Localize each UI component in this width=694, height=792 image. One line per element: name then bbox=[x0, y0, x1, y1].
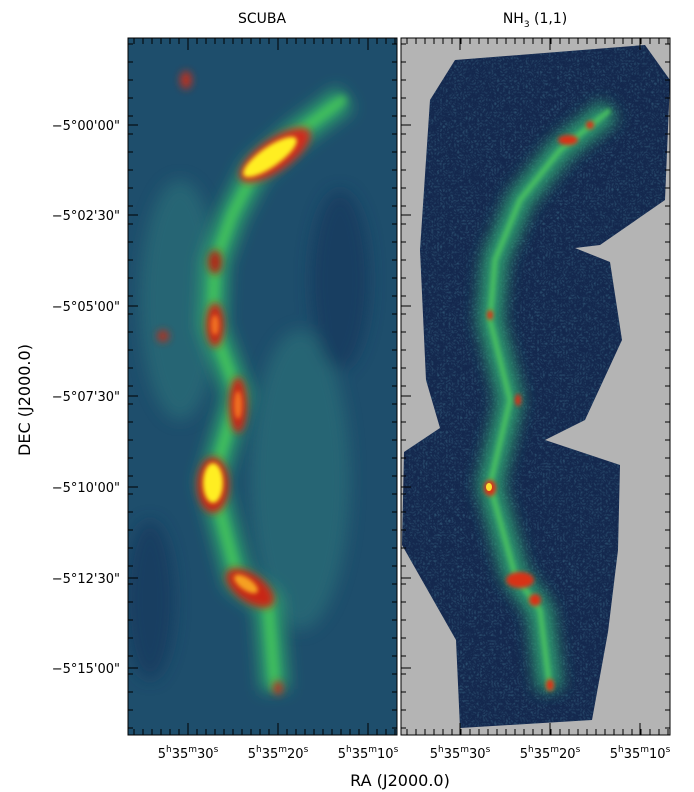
text-part: 20 bbox=[287, 747, 304, 762]
text-part: s bbox=[486, 745, 491, 755]
text-part: m bbox=[460, 745, 469, 755]
scuba-image bbox=[128, 38, 397, 735]
text-part: 5 bbox=[248, 747, 256, 762]
x-tick-label: 5h35m10s bbox=[610, 745, 671, 762]
text-part: s bbox=[214, 745, 219, 755]
text-part: m bbox=[640, 745, 649, 755]
text-part: h bbox=[256, 745, 262, 755]
y-tick-label: −5°12'30" bbox=[52, 572, 120, 587]
y-axis-label: DEC (J2000.0) bbox=[15, 344, 34, 456]
text-part: s bbox=[304, 745, 309, 755]
y-tick-label: −5°00'00" bbox=[52, 119, 120, 134]
y-tick-label: −5°07'30" bbox=[52, 390, 120, 405]
text-part: h bbox=[166, 745, 172, 755]
text-part: 35 bbox=[624, 747, 641, 762]
text-part: 20 bbox=[559, 747, 576, 762]
text-part: 10 bbox=[377, 747, 394, 762]
text-part: s bbox=[666, 745, 671, 755]
text-part: 30 bbox=[197, 747, 214, 762]
text-part: 30 bbox=[469, 747, 486, 762]
text-part: 5 bbox=[520, 747, 528, 762]
text-part: 35 bbox=[444, 747, 461, 762]
text-part: 35 bbox=[172, 747, 189, 762]
text-part: s bbox=[394, 745, 399, 755]
text-part: 5 bbox=[610, 747, 618, 762]
text-part: 10 bbox=[649, 747, 666, 762]
text-part: m bbox=[550, 745, 559, 755]
text-part: h bbox=[346, 745, 352, 755]
text-part: 35 bbox=[262, 747, 279, 762]
text-part: NH bbox=[503, 11, 524, 27]
text-part: h bbox=[528, 745, 534, 755]
text-part: m bbox=[188, 745, 197, 755]
text-part: (1,1) bbox=[530, 11, 568, 27]
y-tick-label: −5°05'00" bbox=[52, 300, 120, 315]
text-part: 35 bbox=[534, 747, 551, 762]
text-part: 3 bbox=[524, 20, 530, 30]
x-tick-label: 5h35m20s bbox=[248, 745, 309, 762]
text-part: 5 bbox=[158, 747, 166, 762]
y-tick-label: −5°10'00" bbox=[52, 481, 120, 496]
y-tick-label: −5°02'30" bbox=[52, 209, 120, 224]
x-tick-label: 5h35m30s bbox=[430, 745, 491, 762]
text-part: SCUBA bbox=[238, 11, 287, 27]
x-axis-label: RA (J2000.0) bbox=[350, 771, 450, 790]
text-part: s bbox=[576, 745, 581, 755]
y-tick-label: −5°15'00" bbox=[52, 662, 120, 677]
text-part: h bbox=[618, 745, 624, 755]
x-tick-label: 5h35m10s bbox=[338, 745, 399, 762]
text-part: m bbox=[368, 745, 377, 755]
panel-title: NH3 (1,1) bbox=[503, 11, 567, 30]
text-part: 5 bbox=[430, 747, 438, 762]
text-part: 5 bbox=[338, 747, 346, 762]
panel-title: SCUBA bbox=[238, 11, 287, 27]
x-tick-label: 5h35m20s bbox=[520, 745, 581, 762]
text-part: 35 bbox=[352, 747, 369, 762]
text-part: m bbox=[278, 745, 287, 755]
text-part: h bbox=[438, 745, 444, 755]
x-tick-label: 5h35m30s bbox=[158, 745, 219, 762]
